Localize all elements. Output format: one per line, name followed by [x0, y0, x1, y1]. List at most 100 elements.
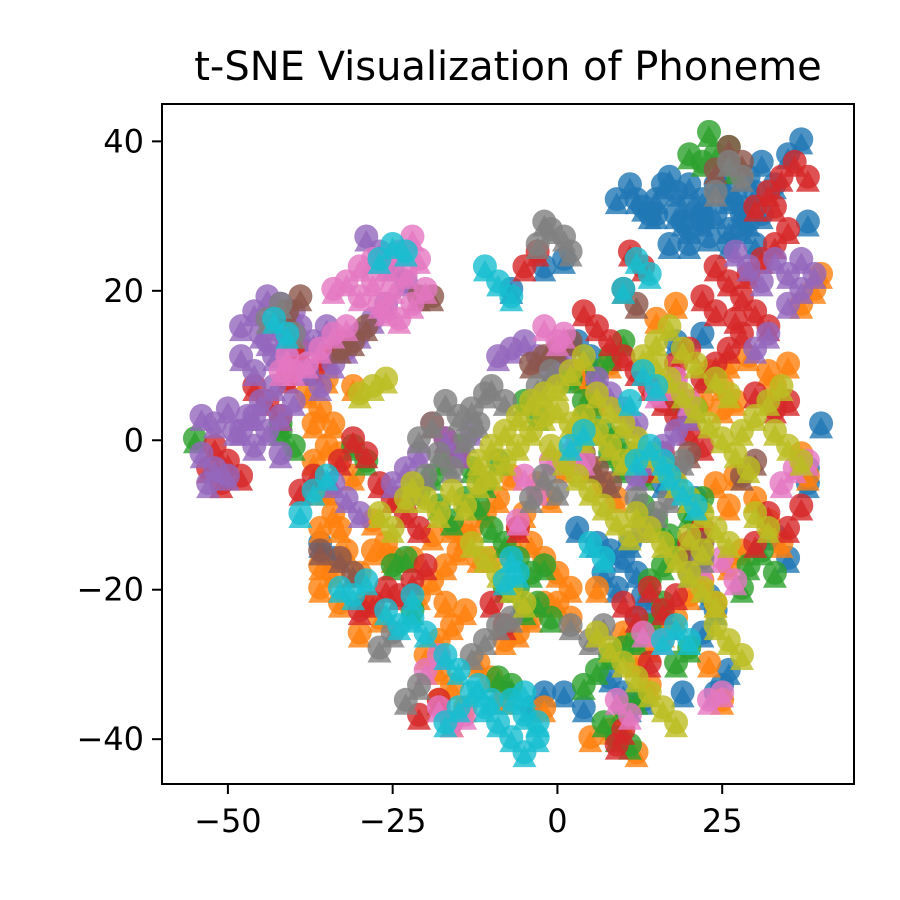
data-point-circle	[532, 553, 557, 578]
data-point-circle	[729, 217, 754, 242]
series-9	[262, 231, 708, 768]
data-point-circle	[321, 411, 346, 436]
data-point-circle	[519, 486, 544, 511]
data-point-circle	[347, 381, 372, 406]
data-point-circle	[624, 187, 649, 212]
data-point-circle	[393, 239, 418, 264]
data-point-circle	[650, 628, 675, 653]
data-point-circle	[809, 411, 834, 436]
data-point-circle	[308, 575, 333, 600]
x-axis: −50 −25 0 25	[194, 784, 743, 840]
data-point-circle	[789, 493, 814, 518]
data-point-circle	[413, 553, 438, 578]
data-point-circle	[677, 142, 702, 167]
data-point-circle	[716, 493, 741, 518]
data-point-circle	[400, 583, 425, 608]
data-point-circle	[308, 515, 333, 540]
data-point-circle	[407, 515, 432, 540]
data-point-circle	[617, 388, 642, 413]
data-point-circle	[288, 284, 313, 309]
data-point-circle	[354, 441, 379, 466]
data-point-circle	[657, 231, 682, 256]
data-point-circle	[637, 575, 662, 600]
data-point-circle	[729, 642, 754, 667]
data-point-circle	[723, 239, 748, 264]
data-point-circle	[795, 209, 820, 234]
data-point-circle	[433, 590, 458, 615]
data-point-circle	[439, 456, 464, 481]
x-tick-label: −25	[359, 802, 427, 840]
data-point-circle	[354, 568, 379, 593]
data-point-circle	[288, 500, 313, 525]
data-point-circle	[571, 344, 596, 369]
data-point-circle	[703, 179, 728, 204]
data-point-circle	[327, 545, 352, 570]
data-point-circle	[670, 680, 695, 705]
data-point-circle	[215, 396, 240, 421]
data-point-circle	[321, 276, 346, 301]
data-point-circle	[624, 448, 649, 473]
data-point-circle	[229, 344, 254, 369]
data-point-circle	[591, 545, 616, 570]
data-point-circle	[275, 321, 300, 346]
scatter-points	[182, 119, 834, 768]
data-point-circle	[776, 515, 801, 540]
x-tick-label: −50	[194, 802, 262, 840]
x-tick-label: 0	[547, 802, 567, 840]
data-point-circle	[644, 373, 669, 398]
data-point-circle	[736, 456, 761, 481]
data-point-circle	[552, 321, 577, 346]
data-point-circle	[664, 710, 689, 735]
y-tick-label: 0	[124, 421, 144, 459]
data-point-circle	[413, 620, 438, 645]
data-point-circle	[301, 411, 326, 436]
data-point-circle	[762, 194, 787, 219]
data-point-circle	[723, 568, 748, 593]
data-point-circle	[756, 515, 781, 540]
data-point-circle	[690, 538, 715, 563]
data-point-circle	[664, 291, 689, 316]
data-point-circle	[697, 687, 722, 712]
data-point-circle	[268, 359, 293, 384]
data-point-circle	[683, 493, 708, 518]
data-point-circle	[703, 299, 728, 324]
data-point-circle	[512, 590, 537, 615]
data-point-circle	[407, 426, 432, 451]
data-point-circle	[558, 613, 583, 638]
data-point-circle	[479, 687, 504, 712]
y-tick-label: 20	[103, 272, 144, 310]
data-point-circle	[776, 217, 801, 242]
data-point-circle	[789, 448, 814, 473]
data-point-circle	[400, 471, 425, 496]
data-point-circle	[729, 164, 754, 189]
data-point-circle	[347, 254, 372, 279]
data-point-circle	[308, 538, 333, 563]
data-point-circle	[657, 314, 682, 339]
data-point-circle	[446, 657, 471, 682]
data-point-circle	[453, 493, 478, 518]
data-point-circle	[538, 605, 563, 630]
data-point-circle	[327, 575, 352, 600]
y-tick-label: −40	[76, 720, 144, 758]
chart-title: t-SNE Visualization of Phoneme	[194, 44, 822, 90]
data-point-circle	[229, 314, 254, 339]
data-point-circle	[604, 187, 629, 212]
data-point-circle	[433, 710, 458, 735]
data-point-circle	[756, 321, 781, 346]
data-point-circle	[327, 515, 352, 540]
data-point-circle	[769, 373, 794, 398]
x-tick-label: 25	[702, 802, 743, 840]
data-point-circle	[584, 575, 609, 600]
y-axis: −40 −20 0 20 40	[76, 122, 162, 758]
data-point-circle	[453, 426, 478, 451]
data-point-circle	[558, 239, 583, 264]
data-point-circle	[367, 246, 392, 271]
data-point-circle	[697, 650, 722, 675]
data-point-circle	[367, 500, 392, 525]
plot-frame	[161, 103, 855, 785]
data-point-circle	[749, 149, 774, 174]
data-point-circle	[215, 463, 240, 488]
data-point-circle	[242, 403, 267, 428]
data-point-circle	[650, 172, 675, 197]
data-point-circle	[499, 284, 524, 309]
